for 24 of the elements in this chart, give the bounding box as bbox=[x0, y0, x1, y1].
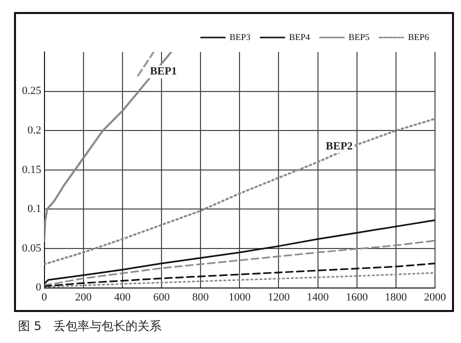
x-tick-label: 1600 bbox=[346, 291, 368, 304]
legend-label: BEP4 bbox=[288, 32, 310, 42]
x-tick-label: 1400 bbox=[306, 291, 330, 304]
y-tick-label: 0.05 bbox=[22, 242, 42, 254]
annotation: BEP2 bbox=[326, 140, 354, 152]
line-series bbox=[44, 118, 435, 266]
x-tick-label: 1000 bbox=[228, 291, 252, 304]
y-tick-label: 0.25 bbox=[22, 85, 42, 98]
legend-label: BEP3 bbox=[229, 32, 251, 42]
caption: 图 5 丢包率与包长的关系 bbox=[18, 318, 162, 335]
x-tick-label: 1800 bbox=[384, 291, 408, 304]
y-tick-label: 0.15 bbox=[22, 164, 42, 176]
x-tick-label: 600 bbox=[153, 291, 170, 304]
x-tick-label: 400 bbox=[114, 291, 132, 304]
annotation: BEP1 bbox=[150, 66, 177, 78]
x-tick-label: 800 bbox=[192, 291, 210, 304]
x-tick-label: 1200 bbox=[268, 291, 290, 304]
y-tick-label: 0.1 bbox=[28, 203, 42, 216]
y-tick-label: 0.2 bbox=[28, 124, 42, 136]
legend-label: BEP6 bbox=[408, 32, 430, 42]
x-tick-label: 2000 bbox=[424, 291, 446, 304]
y-tick-label: 0 bbox=[36, 282, 42, 294]
x-tick-label: 200 bbox=[75, 291, 92, 304]
legend-label: BEP5 bbox=[348, 32, 370, 42]
